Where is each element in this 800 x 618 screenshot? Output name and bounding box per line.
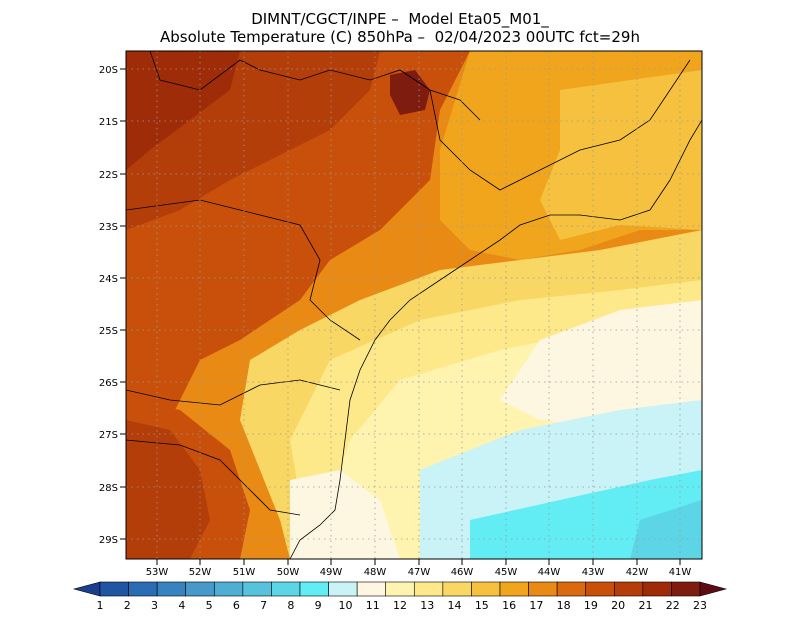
lon-label-43w: 43W — [582, 567, 605, 578]
colorbar-swatch — [156, 581, 187, 597]
plot-frame — [125, 50, 703, 560]
colorbar-label: 12 — [393, 599, 407, 612]
lon-label-41w: 41W — [669, 567, 692, 578]
temperature-field — [126, 51, 702, 559]
axis-ticks — [120, 68, 681, 565]
lon-label-53w: 53W — [146, 567, 169, 578]
colorbar-swatch — [213, 581, 244, 597]
colorbar-swatch — [642, 581, 672, 597]
colorbar-label: 17 — [529, 599, 544, 612]
colorbar-label: 22 — [665, 599, 680, 612]
colorbar-swatch — [442, 581, 472, 597]
colorbar-label: 3 — [151, 599, 159, 612]
colorbar-label: 15 — [474, 599, 489, 612]
colorbar-swatch — [299, 581, 329, 597]
colorbar-swatch — [499, 581, 529, 597]
colorbar-swatch — [185, 581, 215, 597]
colorbar-swatch — [528, 581, 558, 597]
colorbar-label: 14 — [447, 599, 462, 612]
colorbar-swatch — [613, 581, 644, 597]
colorbar-arrow-low — [72, 581, 101, 597]
lat-label-23s: 23S — [99, 222, 118, 233]
colorbar-swatch — [413, 581, 444, 597]
colorbar-label: 5 — [205, 599, 213, 612]
lat-label-22s: 22S — [99, 170, 118, 181]
colorbar-label: 6 — [232, 599, 240, 612]
colorbar-swatch — [128, 581, 158, 597]
map-title-line1: DIMNT/CGCT/INPE – Model Eta05_M01_ — [251, 10, 549, 28]
lon-label-50w: 50W — [277, 567, 300, 578]
coastline-borders — [126, 51, 702, 559]
lon-label-49w: 49W — [320, 567, 343, 578]
colorbar — [72, 581, 728, 597]
colorbar-label: 8 — [287, 599, 295, 612]
colorbar-swatch — [271, 581, 301, 597]
colorbar-swatch — [242, 581, 272, 597]
lat-label-24s: 24S — [99, 274, 118, 285]
colorbar-swatch — [356, 581, 387, 597]
map-title-line2: Absolute Temperature (C) 850hPa – 02/04/… — [160, 28, 640, 46]
lat-label-28s: 28S — [99, 483, 118, 494]
lat-label-29s: 29S — [99, 535, 118, 546]
colorbar-label: 21 — [638, 599, 653, 612]
colorbar-swatch — [471, 581, 501, 597]
colorbar-label: 2 — [123, 599, 131, 612]
lon-label-44w: 44W — [538, 567, 561, 578]
colorbar-label: 1 — [96, 599, 104, 612]
graticule — [126, 51, 702, 559]
lon-label-42w: 42W — [626, 567, 649, 578]
lat-label-20s: 20S — [99, 65, 118, 76]
lon-label-48w: 48W — [364, 567, 387, 578]
lon-label-52w: 52W — [189, 567, 212, 578]
lat-label-26s: 26S — [99, 378, 118, 389]
colorbar-swatch — [328, 581, 358, 597]
colorbar-label: 4 — [178, 599, 186, 612]
lon-label-51w: 51W — [233, 567, 256, 578]
colorbar-arrow-high — [699, 581, 728, 597]
colorbar-swatch — [99, 581, 129, 597]
lat-label-25s: 25S — [99, 326, 118, 337]
lon-label-45w: 45W — [495, 567, 518, 578]
colorbar-swatch — [556, 581, 587, 597]
colorbar-label: 7 — [260, 599, 268, 612]
colorbar-label: 10 — [338, 599, 353, 612]
colorbar-label: 13 — [420, 599, 435, 612]
colorbar-swatch — [385, 581, 415, 597]
lat-label-21s: 21S — [99, 117, 118, 128]
colorbar-label: 9 — [314, 599, 322, 612]
lat-label-27s: 27S — [99, 430, 118, 441]
lon-label-46w: 46W — [451, 567, 474, 578]
colorbar-label: 23 — [693, 599, 707, 612]
colorbar-label: 11 — [365, 599, 380, 612]
lon-label-47w: 47W — [408, 567, 431, 578]
colorbar-label: 20 — [611, 599, 626, 612]
colorbar-swatch — [585, 581, 615, 597]
colorbar-swatch — [671, 581, 701, 597]
colorbar-label: 19 — [583, 599, 598, 612]
colorbar-label: 16 — [502, 599, 517, 612]
colorbar-label: 18 — [556, 599, 571, 612]
